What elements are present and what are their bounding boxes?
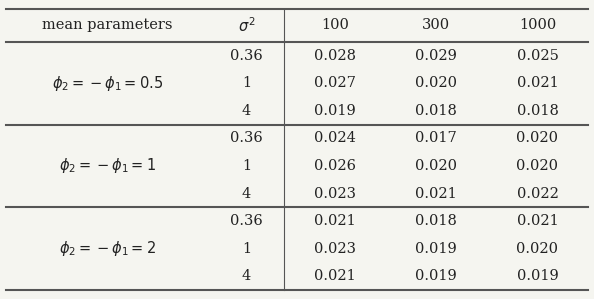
Text: 0.021: 0.021 [314, 214, 356, 228]
Text: 1: 1 [242, 242, 251, 256]
Text: 0.024: 0.024 [314, 131, 356, 145]
Text: 4: 4 [242, 104, 251, 118]
Text: 0.019: 0.019 [415, 242, 457, 256]
Text: 0.020: 0.020 [415, 159, 457, 173]
Text: 0.020: 0.020 [415, 76, 457, 90]
Text: 0.020: 0.020 [516, 159, 558, 173]
Text: 0.022: 0.022 [517, 187, 558, 201]
Text: $\phi_2 = -\phi_1 = 1$: $\phi_2 = -\phi_1 = 1$ [59, 156, 156, 176]
Text: 0.018: 0.018 [415, 214, 457, 228]
Text: 0.029: 0.029 [415, 49, 457, 63]
Text: 4: 4 [242, 269, 251, 283]
Text: $\sigma^2$: $\sigma^2$ [238, 16, 255, 35]
Text: 1: 1 [242, 76, 251, 90]
Text: 0.027: 0.027 [314, 76, 356, 90]
Text: 0.021: 0.021 [314, 269, 356, 283]
Text: 0.018: 0.018 [415, 104, 457, 118]
Text: 0.026: 0.026 [314, 159, 356, 173]
Text: 0.021: 0.021 [415, 187, 457, 201]
Text: 0.023: 0.023 [314, 242, 356, 256]
Text: 0.36: 0.36 [230, 131, 263, 145]
Text: 0.023: 0.023 [314, 187, 356, 201]
Text: $\phi_2 = -\phi_1 = 2$: $\phi_2 = -\phi_1 = 2$ [59, 239, 156, 258]
Text: 0.36: 0.36 [230, 214, 263, 228]
Text: 0.019: 0.019 [517, 269, 558, 283]
Text: 0.025: 0.025 [517, 49, 558, 63]
Text: 0.028: 0.028 [314, 49, 356, 63]
Text: 4: 4 [242, 187, 251, 201]
Text: 0.020: 0.020 [516, 131, 558, 145]
Text: 0.020: 0.020 [516, 242, 558, 256]
Text: 0.021: 0.021 [517, 76, 558, 90]
Text: mean parameters: mean parameters [42, 19, 172, 32]
Text: 1000: 1000 [519, 19, 556, 32]
Text: 0.021: 0.021 [517, 214, 558, 228]
Text: $\phi_2 = -\phi_1 = 0.5$: $\phi_2 = -\phi_1 = 0.5$ [52, 74, 163, 93]
Text: 0.017: 0.017 [415, 131, 457, 145]
Text: 1: 1 [242, 159, 251, 173]
Text: 0.019: 0.019 [314, 104, 356, 118]
Text: 0.018: 0.018 [517, 104, 558, 118]
Text: 100: 100 [321, 19, 349, 32]
Text: 300: 300 [422, 19, 450, 32]
Text: 0.019: 0.019 [415, 269, 457, 283]
Text: 0.36: 0.36 [230, 49, 263, 63]
